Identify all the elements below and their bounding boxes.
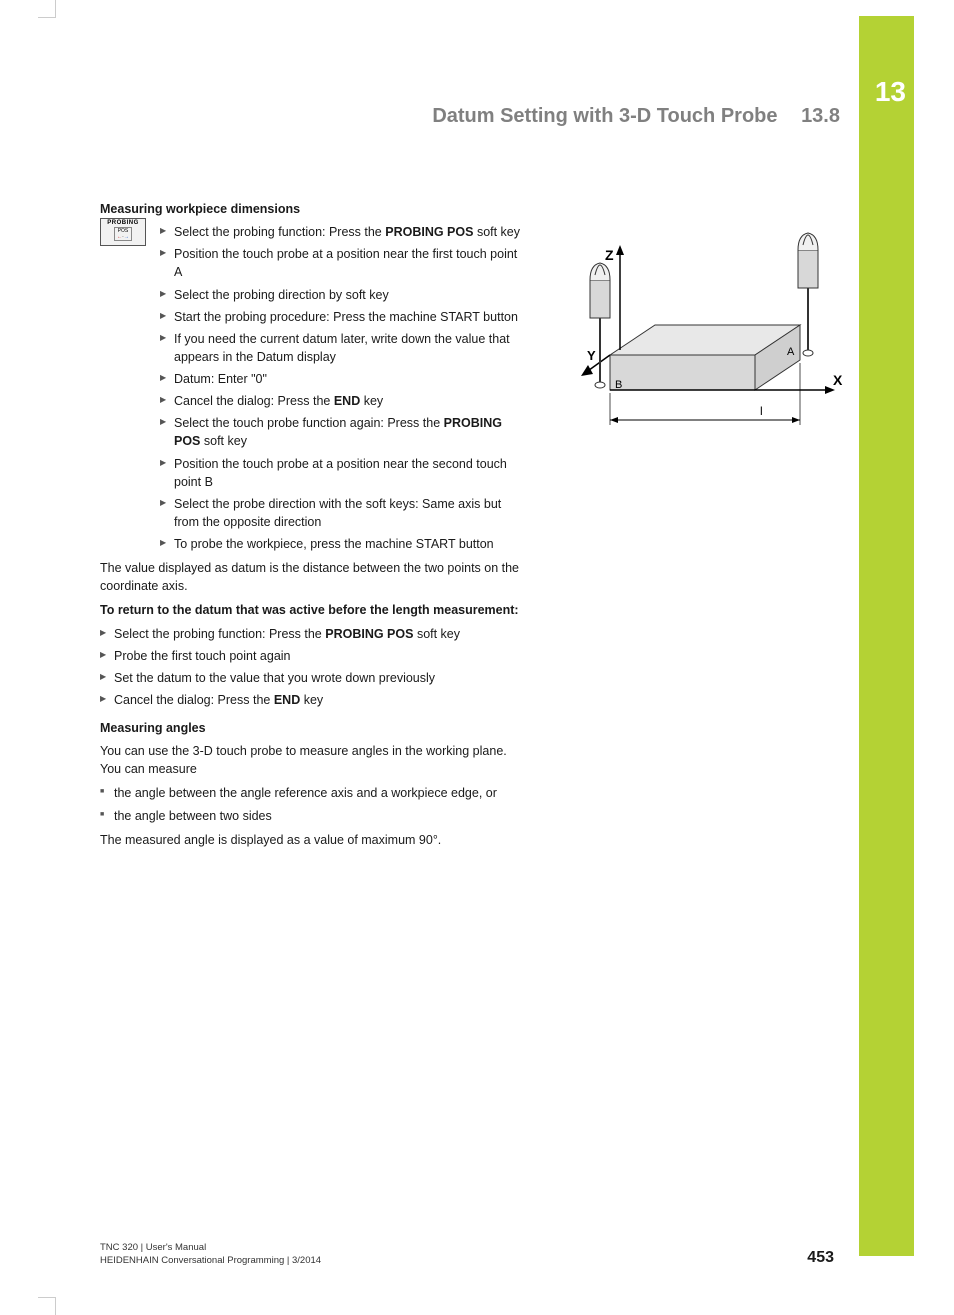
- step-item: Select the touch probe function again: P…: [160, 414, 520, 450]
- step-item: Set the datum to the value that you wrot…: [100, 669, 520, 687]
- section2-steps: Select the probing function: Press the P…: [100, 625, 520, 710]
- step-item: Cancel the dialog: Press the END key: [100, 691, 520, 709]
- step-item: Start the probing procedure: Press the m…: [160, 308, 520, 326]
- point-a-label: A: [787, 346, 795, 358]
- section3-intro: You can use the 3-D touch probe to measu…: [100, 742, 520, 778]
- footer: TNC 320 | User's Manual HEIDENHAIN Conve…: [100, 1242, 321, 1267]
- dimension-l-label: l: [760, 404, 763, 418]
- section3-after: The measured angle is displayed as a val…: [100, 831, 520, 849]
- step-item: Position the touch probe at a position n…: [160, 245, 520, 281]
- step-item: Cancel the dialog: Press the END key: [160, 392, 520, 410]
- step-item: Select the probing direction by soft key: [160, 286, 520, 304]
- main-content: Measuring workpiece dimensions Select th…: [100, 200, 520, 855]
- chapter-number: 13: [875, 76, 906, 108]
- probe-a: [798, 233, 818, 356]
- header-title-text: Datum Setting with 3-D Touch Probe: [432, 105, 777, 127]
- section1-after: The value displayed as datum is the dist…: [100, 559, 520, 595]
- section3-heading: Measuring angles: [100, 719, 520, 737]
- step-item: To probe the workpiece, press the machin…: [160, 535, 520, 553]
- step-item: Select the probing function: Press the P…: [160, 223, 520, 241]
- page-header: Datum Setting with 3-D Touch Probe 13.8: [400, 105, 840, 128]
- chapter-green-bar: 13: [859, 16, 914, 1256]
- probe-workpiece-diagram: Z Y X l B A: [555, 225, 845, 445]
- page-number: 453: [807, 1249, 834, 1267]
- section3-bullets: the angle between the angle reference ax…: [100, 784, 520, 824]
- section2-heading: To return to the datum that was active b…: [100, 601, 520, 619]
- probe-b: [590, 263, 610, 388]
- bullet-item: the angle between the angle reference ax…: [100, 784, 520, 802]
- section1-heading: Measuring workpiece dimensions: [100, 200, 520, 218]
- bullet-item: the angle between two sides: [100, 807, 520, 825]
- footer-line1: TNC 320 | User's Manual: [100, 1242, 321, 1254]
- point-b-label: B: [615, 379, 622, 391]
- axis-z-label: Z: [605, 247, 614, 263]
- header-section-number: 13.8: [801, 105, 840, 127]
- footer-line2: HEIDENHAIN Conversational Programming | …: [100, 1255, 321, 1267]
- axis-x-label: X: [833, 372, 843, 388]
- step-item: Probe the first touch point again: [100, 647, 520, 665]
- step-item: If you need the current datum later, wri…: [160, 330, 520, 366]
- axis-y-label: Y: [587, 348, 596, 363]
- section1-steps: Select the probing function: Press the P…: [160, 223, 520, 553]
- step-item: Select the probing function: Press the P…: [100, 625, 520, 643]
- step-item: Select the probe direction with the soft…: [160, 495, 520, 531]
- crop-mark-bl: [38, 1297, 56, 1315]
- crop-mark-tl: [38, 0, 56, 18]
- step-item: Datum: Enter "0": [160, 370, 520, 388]
- step-item: Position the touch probe at a position n…: [160, 455, 520, 491]
